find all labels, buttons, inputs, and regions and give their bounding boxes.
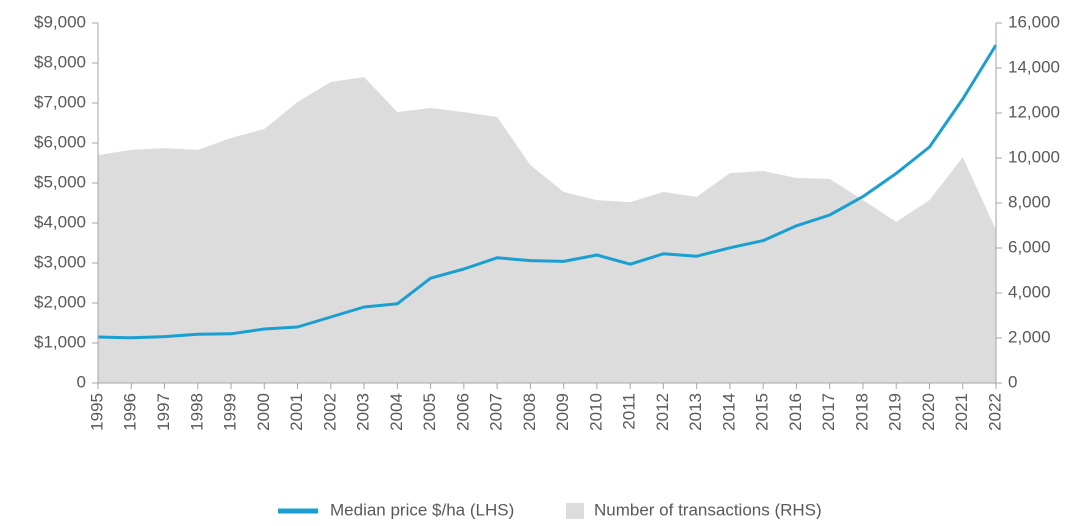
area [98, 77, 996, 383]
legend-label: Median price $/ha (LHS) [330, 500, 514, 519]
x-tick-label: 2006 [453, 393, 472, 431]
y2-tick-label: 16,000 [1008, 12, 1060, 31]
x-tick-label: 2013 [686, 393, 705, 431]
x-tick-label: 2011 [620, 393, 639, 430]
y-tick-label: $7,000 [34, 92, 86, 111]
y-tick-label: $5,000 [34, 172, 86, 191]
x-tick-label: 2009 [553, 393, 572, 431]
x-tick-label: 2015 [753, 393, 772, 431]
x-tick-label: 1996 [121, 393, 140, 431]
y2-tick-label: 12,000 [1008, 102, 1060, 121]
y-tick-label: 0 [77, 372, 86, 391]
x-tick-label: 2003 [354, 393, 373, 431]
y-tick-label: $1,000 [34, 332, 86, 351]
x-tick-label: 2018 [852, 393, 871, 431]
y-tick-label: $6,000 [34, 132, 86, 151]
x-tick-label: 2005 [420, 393, 439, 431]
x-tick-label: 2010 [586, 393, 605, 431]
x-tick-label: 2012 [653, 393, 672, 431]
x-tick-label: 1995 [87, 393, 106, 431]
x-tick-label: 2021 [952, 393, 971, 431]
y-tick-label: $4,000 [34, 212, 86, 231]
x-tick-label: 2007 [487, 393, 506, 431]
x-tick-label: 2004 [387, 393, 406, 431]
x-tick-label: 2022 [985, 393, 1004, 431]
x-tick-label: 2016 [786, 393, 805, 431]
y2-tick-label: 2,000 [1008, 327, 1051, 346]
x-tick-label: 2001 [287, 393, 306, 431]
x-tick-label: 2020 [919, 393, 938, 431]
x-tick-label: 1999 [221, 393, 240, 431]
y2-tick-label: 10,000 [1008, 147, 1060, 166]
legend-label: Number of transactions (RHS) [594, 500, 822, 519]
x-tick-label: 2019 [886, 393, 905, 431]
line [97, 44, 998, 340]
x-tick-label: 1997 [154, 393, 173, 431]
y-tick-label: $9,000 [34, 12, 86, 31]
y2-tick-label: 8,000 [1008, 192, 1051, 211]
y-tick-label: $2,000 [34, 292, 86, 311]
y2-tick-label: 14,000 [1008, 57, 1060, 76]
x-tick-label: 2008 [520, 393, 539, 431]
x-tick-label: 1998 [187, 393, 206, 431]
x-tick-label: 2017 [819, 393, 838, 431]
y-tick-label: $3,000 [34, 252, 86, 271]
x-tick-label: 2000 [254, 393, 273, 431]
x-tick-label: 2002 [320, 393, 339, 431]
y2-tick-label: 6,000 [1008, 237, 1051, 256]
legend-swatch [566, 503, 584, 519]
x-tick-label: 2014 [719, 393, 738, 431]
y-tick-label: $8,000 [34, 52, 86, 71]
y2-tick-label: 0 [1008, 372, 1017, 391]
y2-tick-label: 4,000 [1008, 282, 1051, 301]
